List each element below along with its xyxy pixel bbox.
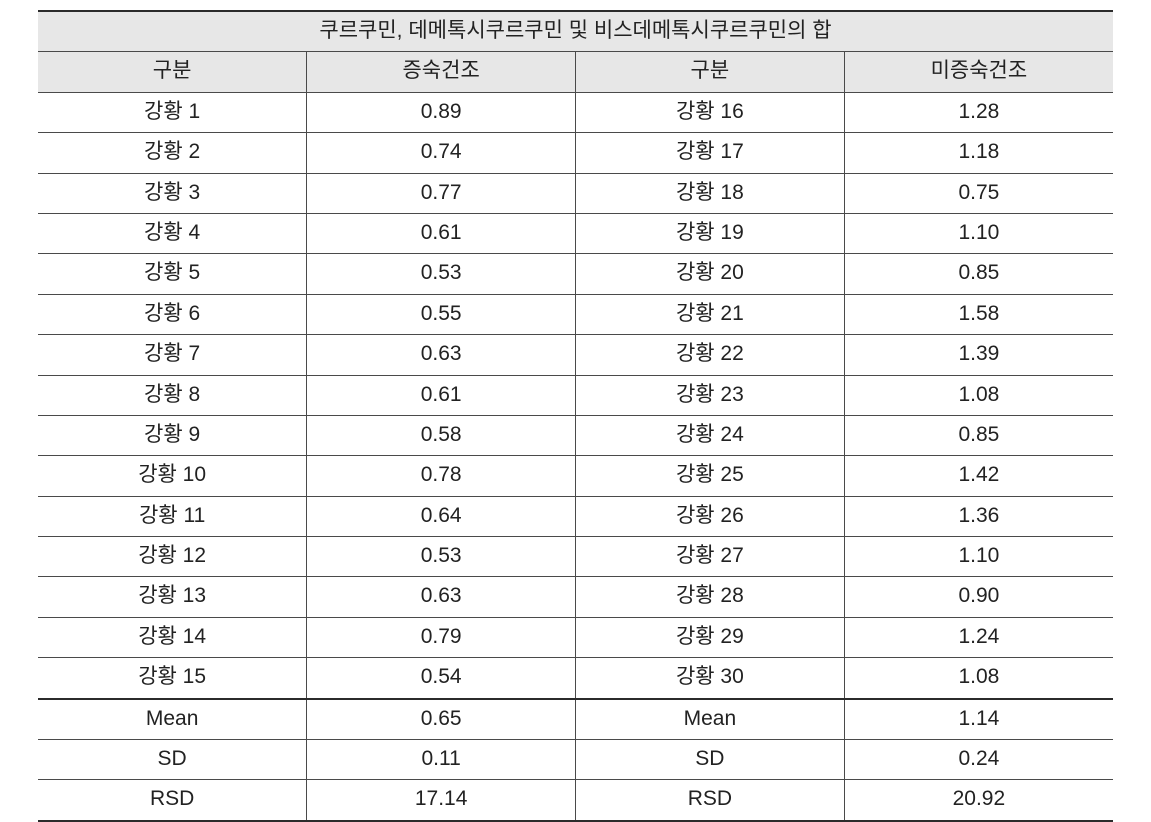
- table-cell: 1.14: [844, 699, 1113, 740]
- table-cell: RSD: [576, 780, 845, 821]
- table-title: 쿠르쿠민, 데메톡시쿠르쿠민 및 비스데메톡시쿠르쿠민의 합: [38, 11, 1113, 52]
- table-row: 강황 100.78강황 251.42: [38, 456, 1113, 496]
- table-row: 강황 120.53강황 271.10: [38, 537, 1113, 577]
- table-cell: Mean: [38, 699, 307, 740]
- col-header: 미증숙건조: [844, 52, 1113, 92]
- table-cell: 강황 1: [38, 92, 307, 132]
- table-cell: SD: [576, 740, 845, 780]
- table-cell: 강황 18: [576, 173, 845, 213]
- table-row: 강황 150.54강황 301.08: [38, 658, 1113, 699]
- table-cell: 강황 16: [576, 92, 845, 132]
- table-cell: 강황 2: [38, 133, 307, 173]
- table-cell: 1.18: [844, 133, 1113, 173]
- table-cell: 강황 3: [38, 173, 307, 213]
- table-cell: 강황 17: [576, 133, 845, 173]
- table-cell: 0.61: [307, 213, 576, 253]
- table-cell: 0.54: [307, 658, 576, 699]
- table-cell: 강황 24: [576, 415, 845, 455]
- table-cell: 1.08: [844, 375, 1113, 415]
- table-row: 강황 20.74강황 171.18: [38, 133, 1113, 173]
- table-cell: Mean: [576, 699, 845, 740]
- table-cell: 1.24: [844, 617, 1113, 657]
- table-cell: 0.63: [307, 577, 576, 617]
- table-cell: 0.63: [307, 335, 576, 375]
- table-cell: 0.79: [307, 617, 576, 657]
- table-row: 강황 60.55강황 211.58: [38, 294, 1113, 334]
- table-cell: 0.89: [307, 92, 576, 132]
- table-cell: 1.08: [844, 658, 1113, 699]
- table-cell: 강황 14: [38, 617, 307, 657]
- table-cell: 강황 10: [38, 456, 307, 496]
- table-cell: 1.28: [844, 92, 1113, 132]
- table-cell: 강황 19: [576, 213, 845, 253]
- table-cell: 강황 15: [38, 658, 307, 699]
- table-row: 강황 110.64강황 261.36: [38, 496, 1113, 536]
- table-cell: 강황 29: [576, 617, 845, 657]
- table-cell: 1.36: [844, 496, 1113, 536]
- table-cell: 강황 25: [576, 456, 845, 496]
- table-row: 강황 90.58강황 240.85: [38, 415, 1113, 455]
- table-cell: 강황 12: [38, 537, 307, 577]
- table-cell: 강황 22: [576, 335, 845, 375]
- table-row: SD0.11SD0.24: [38, 740, 1113, 780]
- table-row: 강황 50.53강황 200.85: [38, 254, 1113, 294]
- table-cell: 17.14: [307, 780, 576, 821]
- table-cell: 1.42: [844, 456, 1113, 496]
- table-cell: 강황 21: [576, 294, 845, 334]
- table-cell: 강황 27: [576, 537, 845, 577]
- table-cell: 강황 11: [38, 496, 307, 536]
- table-cell: 강황 28: [576, 577, 845, 617]
- table-cell: 강황 9: [38, 415, 307, 455]
- table-cell: 1.39: [844, 335, 1113, 375]
- table-cell: 0.24: [844, 740, 1113, 780]
- table-cell: 0.53: [307, 254, 576, 294]
- table-cell: 0.58: [307, 415, 576, 455]
- table-cell: 20.92: [844, 780, 1113, 821]
- table-cell: 강황 5: [38, 254, 307, 294]
- col-header: 구분: [576, 52, 845, 92]
- table-cell: 0.75: [844, 173, 1113, 213]
- table-row: 강황 130.63강황 280.90: [38, 577, 1113, 617]
- curcumin-table: 쿠르쿠민, 데메톡시쿠르쿠민 및 비스데메톡시쿠르쿠민의 합 구분 증숙건조 구…: [38, 10, 1113, 822]
- table-cell: 1.10: [844, 537, 1113, 577]
- table-row: RSD17.14RSD20.92: [38, 780, 1113, 821]
- table-cell: 0.85: [844, 254, 1113, 294]
- table-cell: 0.78: [307, 456, 576, 496]
- table-cell: 강황 13: [38, 577, 307, 617]
- table-cell: 0.11: [307, 740, 576, 780]
- table-cell: 강황 8: [38, 375, 307, 415]
- table-cell: 강황 26: [576, 496, 845, 536]
- table-cell: 0.74: [307, 133, 576, 173]
- table-row: 강황 70.63강황 221.39: [38, 335, 1113, 375]
- table-row: 강황 80.61강황 231.08: [38, 375, 1113, 415]
- table-body: 강황 10.89강황 161.28강황 20.74강황 171.18강황 30.…: [38, 92, 1113, 821]
- table-cell: 0.77: [307, 173, 576, 213]
- table-cell: 강황 6: [38, 294, 307, 334]
- table-cell: 강황 7: [38, 335, 307, 375]
- table-cell: SD: [38, 740, 307, 780]
- col-header: 구분: [38, 52, 307, 92]
- table-row: 강황 140.79강황 291.24: [38, 617, 1113, 657]
- table-cell: 0.64: [307, 496, 576, 536]
- table-cell: 1.10: [844, 213, 1113, 253]
- table-row: 강황 10.89강황 161.28: [38, 92, 1113, 132]
- col-header: 증숙건조: [307, 52, 576, 92]
- table-row: 강황 40.61강황 191.10: [38, 213, 1113, 253]
- table-cell: 0.65: [307, 699, 576, 740]
- table-cell: 강황 30: [576, 658, 845, 699]
- table-cell: 0.61: [307, 375, 576, 415]
- table-cell: 강황 20: [576, 254, 845, 294]
- table-cell: 강황 23: [576, 375, 845, 415]
- table-cell: 0.53: [307, 537, 576, 577]
- table-cell: RSD: [38, 780, 307, 821]
- table-cell: 강황 4: [38, 213, 307, 253]
- table-row: 강황 30.77강황 180.75: [38, 173, 1113, 213]
- table-cell: 0.85: [844, 415, 1113, 455]
- table-cell: 0.90: [844, 577, 1113, 617]
- table-cell: 1.58: [844, 294, 1113, 334]
- table-row: Mean0.65Mean1.14: [38, 699, 1113, 740]
- table-cell: 0.55: [307, 294, 576, 334]
